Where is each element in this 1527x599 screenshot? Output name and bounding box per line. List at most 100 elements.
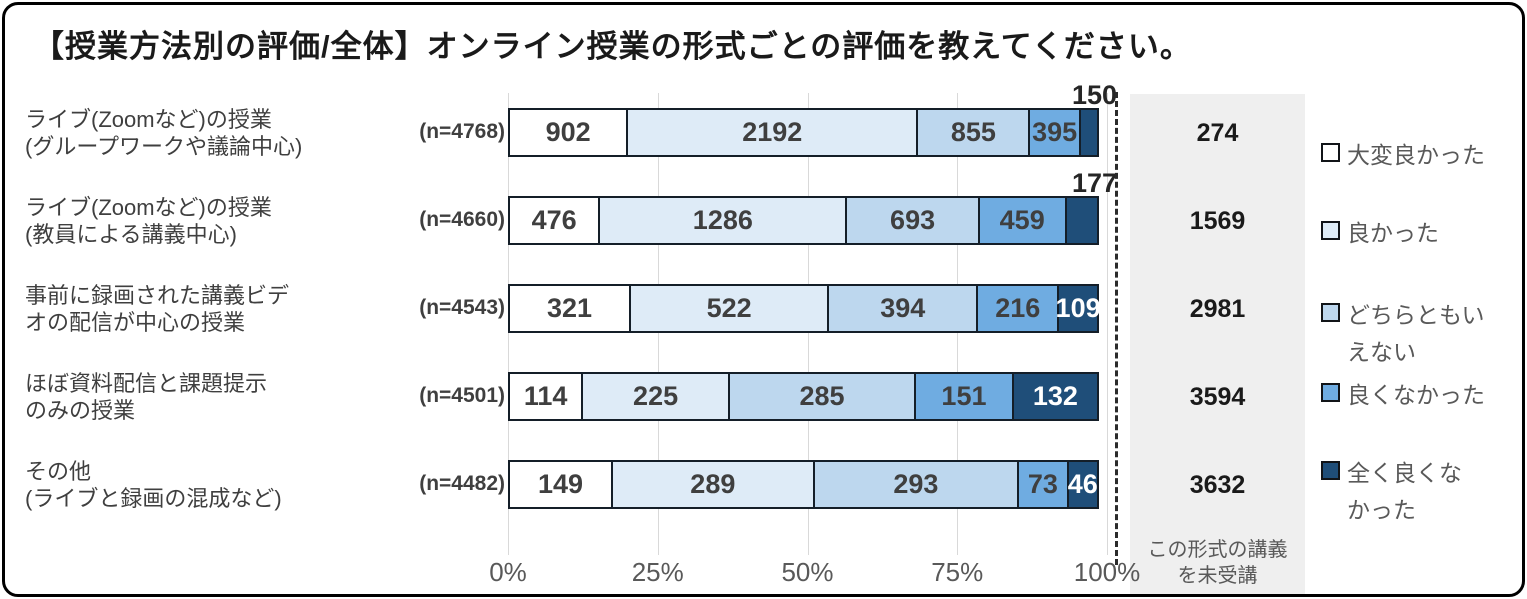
category-label: ほぼ資料配信と課題提示 のみの授業	[25, 370, 375, 424]
legend-item: 良くなかった	[1321, 377, 1485, 414]
bar-row: 149 289 293 73 46	[508, 460, 1107, 509]
not-attended-value: 3632	[1189, 470, 1246, 499]
bar-segment: 2192	[626, 108, 919, 157]
category-label: ライブ(Zoomなど)の授業 (グループワークや議論中心)	[25, 106, 375, 160]
bar-value-label: 476	[531, 205, 577, 235]
bar-value-label: 289	[690, 469, 736, 499]
bar-value-label: 394	[880, 293, 926, 323]
legend-label-line: 大変良かった	[1347, 142, 1485, 168]
legend-label-line: 全く良くな	[1347, 460, 1462, 486]
bar-segment: 285	[727, 372, 917, 421]
bar-value-label: 1286	[692, 205, 753, 235]
bar-segment: 109	[1055, 284, 1101, 333]
bar-row: 321 522 394 216 109	[508, 284, 1107, 333]
legend-label: どちらともい えない	[1347, 297, 1485, 371]
bar-value-label: 522	[706, 293, 752, 323]
bar-segment: 476	[508, 196, 601, 245]
bar-segment: 149	[508, 460, 613, 509]
bar-row: 902 2192 855 395	[508, 108, 1107, 157]
axis-tick-label: 25%	[631, 557, 684, 587]
axis-tick-label: 75%	[931, 557, 984, 587]
legend-item: どちらともい えない	[1321, 297, 1485, 371]
not-attended-value: 1569	[1189, 206, 1246, 235]
chart-title: 【授業方法別の評価/全体】オンライン授業の形式ごとの評価を教えてください。	[33, 29, 1192, 64]
category-label-line: (ライブと録画の混成など)	[25, 485, 282, 511]
bar-segment: 855	[916, 108, 1031, 157]
bar-segment: 902	[508, 108, 629, 157]
legend-label-line: どちらともい	[1347, 302, 1485, 328]
not-attended-footer-line: を未受講	[1177, 565, 1258, 587]
n-label: (n=4543)	[419, 295, 505, 319]
legend-label: 大変良かった	[1347, 137, 1485, 174]
bar-segment	[1064, 196, 1099, 245]
n-label: (n=4660)	[419, 207, 505, 231]
bar-value-label: 2192	[742, 117, 803, 147]
axis-tick-label: 0%	[489, 557, 527, 587]
bar-value-label: 395	[1032, 117, 1078, 147]
category-label-line: ほぼ資料配信と課題提示	[25, 370, 268, 396]
bar-value-label: 285	[799, 381, 845, 411]
legend-label: 良かった	[1347, 215, 1439, 252]
outside-value-label: 150	[1071, 80, 1117, 110]
not-attended-panel: 274 1569 2981 3594 3632 この形式の講義 を未受講	[1130, 94, 1305, 594]
bar-value-label: 151	[941, 381, 987, 411]
bar-value-label: 109	[1055, 293, 1101, 323]
category-label-line: (グループワークや議論中心)	[25, 133, 303, 159]
legend-label-line: かった	[1347, 497, 1416, 523]
category-label: その他 (ライブと録画の混成など)	[25, 458, 375, 512]
category-label-line: 事前に録画された講義ビデ	[25, 282, 290, 308]
legend-swatch	[1321, 221, 1340, 240]
category-label: ライブ(Zoomなど)の授業 (教員による講義中心)	[25, 194, 375, 248]
bar-value-label: 114	[523, 381, 568, 411]
bar-value-label: 693	[890, 205, 936, 235]
bar-value-label: 73	[1027, 469, 1058, 499]
bar-segment: 459	[977, 196, 1067, 245]
axis-tick-label: 50%	[781, 557, 834, 587]
bar-row: 476 1286 693 459	[508, 196, 1107, 245]
n-label: (n=4501)	[419, 383, 505, 407]
not-attended-value: 274	[1196, 118, 1239, 147]
bar-value-label: 149	[537, 469, 584, 499]
bar-segment	[1078, 108, 1099, 157]
gridline	[1107, 93, 1108, 555]
n-label: (n=4482)	[419, 471, 505, 495]
bar-value-label: 216	[995, 293, 1041, 323]
bar-segment: 522	[629, 284, 830, 333]
not-attended-value: 3594	[1189, 382, 1246, 411]
category-label: 事前に録画された講義ビデ オの配信が中心の授業	[25, 282, 375, 336]
bar-segment: 132	[1011, 372, 1099, 421]
not-attended-footer: この形式の講義 を未受講	[1130, 537, 1305, 589]
legend-item: 良かった	[1321, 215, 1439, 252]
bar-value-label: 225	[633, 381, 679, 411]
legend-item: 全く良くな かった	[1321, 455, 1462, 529]
legend-label-line: 良かった	[1347, 220, 1439, 246]
legend-label-line: 良くなかった	[1347, 382, 1485, 408]
bar-value-label: 132	[1032, 381, 1078, 411]
bar-segment: 693	[845, 196, 980, 245]
bar-segment: 321	[508, 284, 632, 333]
category-label-line: その他	[25, 458, 92, 484]
bar-row: 114 225 285 151 132	[508, 372, 1107, 421]
bar-segment: 394	[827, 284, 979, 333]
bar-segment: 289	[611, 460, 815, 509]
outside-value-label: 177	[1071, 168, 1117, 198]
legend-label-line: えない	[1347, 339, 1416, 365]
dashed-separator	[1115, 92, 1118, 565]
legend-label: 良くなかった	[1347, 377, 1485, 414]
bar-segment: 216	[976, 284, 1060, 333]
not-attended-value: 2981	[1189, 294, 1246, 323]
bar-segment: 1286	[598, 196, 848, 245]
bar-segment: 73	[1017, 460, 1069, 509]
legend-swatch	[1321, 461, 1340, 480]
legend-item: 大変良かった	[1321, 137, 1485, 174]
bar-value-label: 293	[893, 469, 939, 499]
category-label-line: のみの授業	[25, 397, 136, 423]
bar-segment: 151	[914, 372, 1014, 421]
bar-value-label: 855	[950, 117, 996, 147]
legend-label: 全く良くな かった	[1347, 455, 1462, 529]
n-label: (n=4768)	[419, 119, 505, 143]
bar-value-label: 321	[547, 293, 593, 323]
legend-swatch	[1321, 143, 1340, 162]
axis-tick-label: 100%	[1073, 557, 1141, 587]
